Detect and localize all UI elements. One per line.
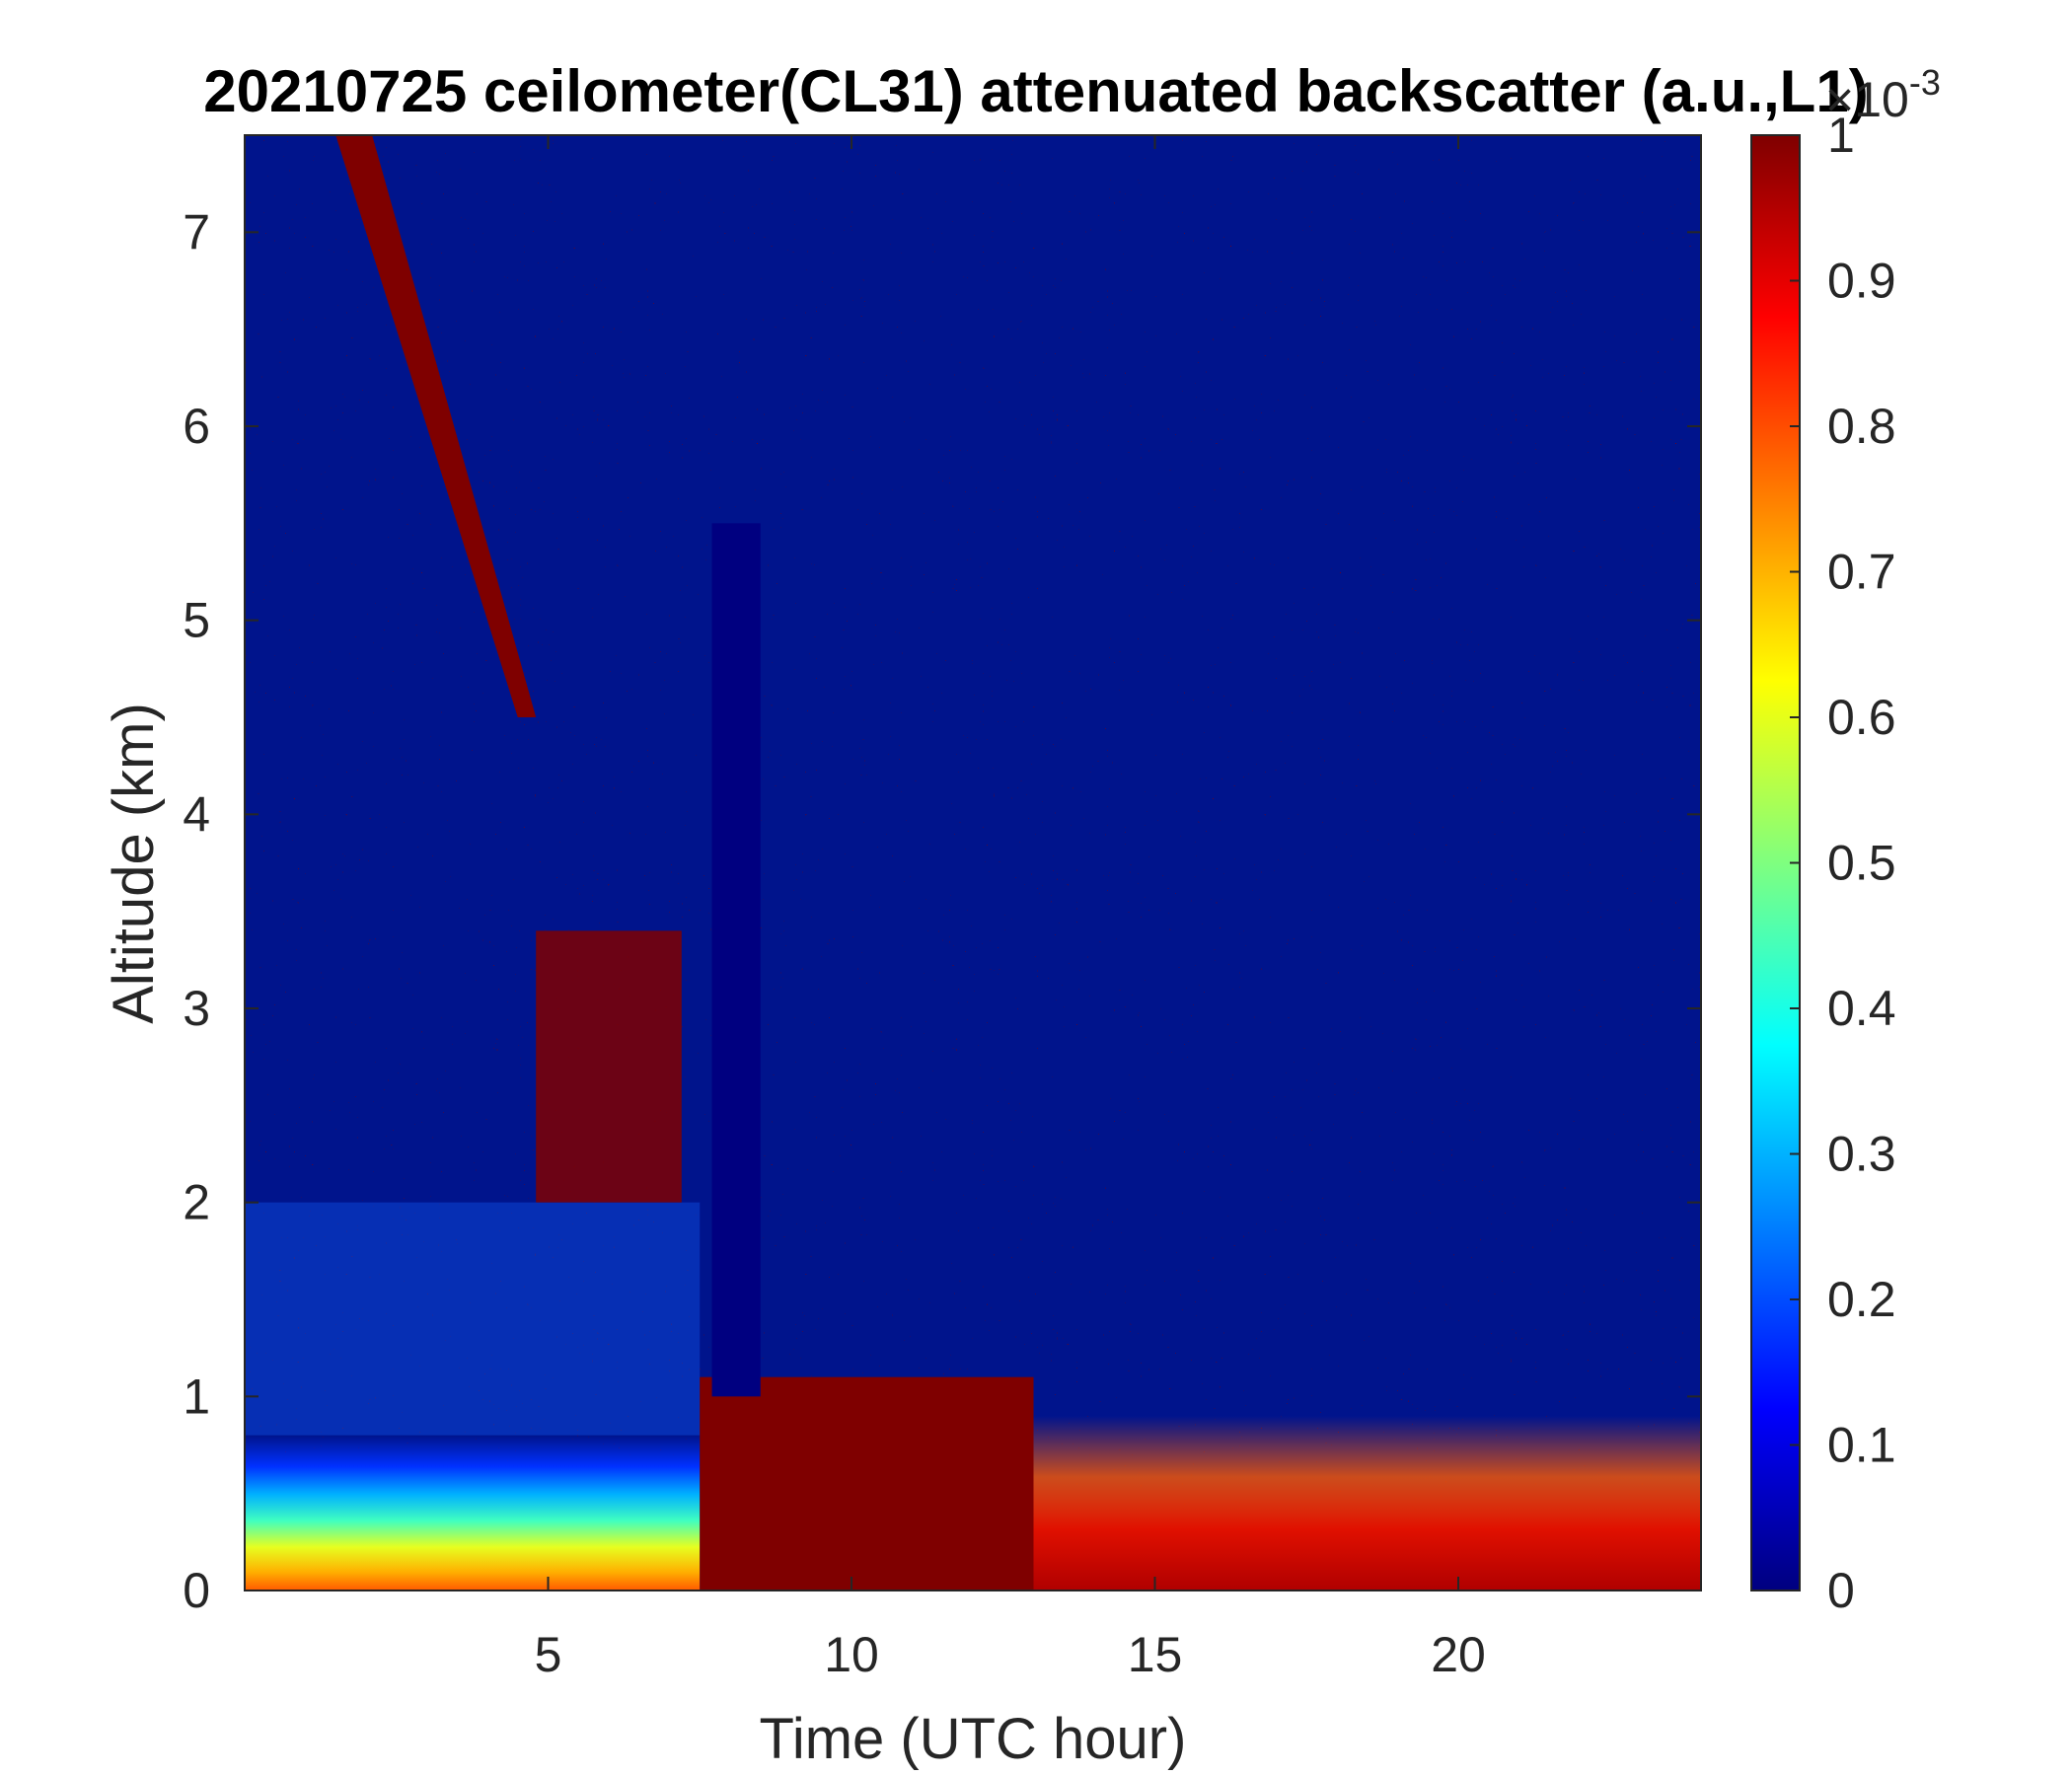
x-axis-label: Time (UTC hour) (760, 1707, 1187, 1771)
heatmap-noise (245, 135, 1701, 1591)
y-tick-label: 6 (183, 399, 210, 454)
colorbar-tick-label: 1 (1827, 108, 1855, 163)
colorbar: 0 0.1 0.2 0.3 0.4 0.5 0.6 0.7 0.8 0.9 1 (1750, 108, 1896, 1618)
x-tick-label: 5 (535, 1627, 562, 1682)
colorbar-tick-label: 0.4 (1827, 981, 1896, 1036)
y-tick-label: 0 (183, 1563, 210, 1618)
y-tick-label: 3 (183, 981, 210, 1036)
region-signal-void (711, 523, 761, 1397)
colorbar-tick-label: 0.7 (1827, 545, 1896, 600)
colorbar-tick-label: 0.3 (1827, 1127, 1896, 1182)
region-elevated-aerosol-layer (245, 1202, 701, 1436)
region-high-cloud-streak (335, 135, 537, 717)
chart-title: 20210725 ceilometer(CL31) attenuated bac… (203, 58, 1868, 124)
backscatter-heatmap (245, 135, 1701, 1591)
colorbar-tick-label: 0.5 (1827, 836, 1896, 891)
y-axis-label: Altitude (km) (102, 703, 166, 1024)
y-axis: 0 1 2 3 4 5 6 7 (183, 204, 1701, 1618)
colorbar-tick-label: 0 (1827, 1563, 1855, 1618)
region-rain-saturated-signal (700, 1376, 1034, 1591)
y-tick-label: 5 (183, 593, 210, 648)
colorbar-exponent: ×10-3 (1825, 62, 1941, 127)
x-axis: 5 10 15 20 (535, 135, 1486, 1682)
y-tick-label: 4 (183, 786, 210, 842)
colorbar-tick-label: 0.6 (1827, 690, 1896, 745)
x-tick-label: 15 (1128, 1627, 1183, 1682)
region-surface-aerosol-layer (245, 1435, 701, 1591)
colorbar-tick-label: 0.9 (1827, 254, 1896, 309)
colorbar-tick-label: 0.2 (1827, 1272, 1896, 1327)
x-tick-label: 20 (1431, 1627, 1486, 1682)
y-tick-label: 1 (183, 1369, 210, 1424)
y-tick-label: 2 (183, 1175, 210, 1230)
y-tick-label: 7 (183, 204, 210, 259)
region-afternoon-boundary-layer (1033, 1416, 1701, 1591)
colorbar-tick-label: 0.8 (1827, 399, 1896, 454)
colorbar-tick-label: 0.1 (1827, 1418, 1896, 1473)
region-mid-level-cloud (536, 930, 682, 1203)
plot-frame (244, 134, 1702, 1591)
x-tick-label: 10 (824, 1627, 879, 1682)
